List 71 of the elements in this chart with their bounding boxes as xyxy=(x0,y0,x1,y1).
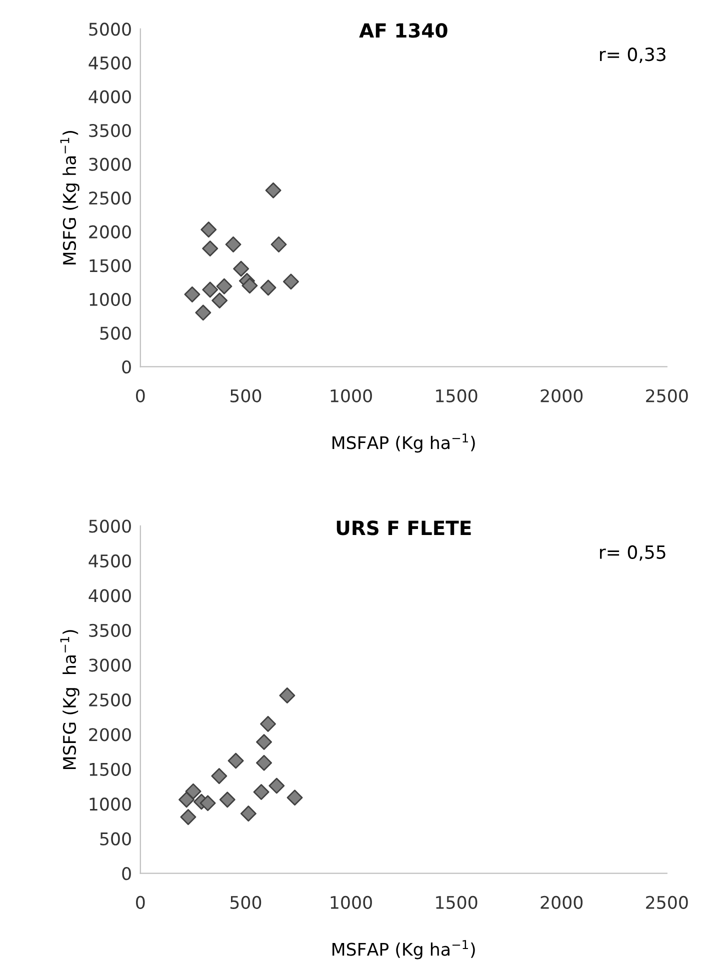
point xyxy=(233,260,250,277)
point xyxy=(185,783,202,800)
x-tick-label: 500 xyxy=(230,389,262,402)
x-tick-label: 2500 xyxy=(646,389,688,402)
point xyxy=(270,236,287,252)
point xyxy=(253,784,270,800)
point xyxy=(283,274,299,290)
point xyxy=(256,754,272,771)
y-tick-label: 0 xyxy=(122,867,131,880)
y-tick-label: 500 xyxy=(100,326,131,340)
x-tick-label: 1500 xyxy=(436,389,478,402)
point xyxy=(180,809,196,826)
point xyxy=(265,182,282,198)
y-tick-label: 3500 xyxy=(89,124,131,138)
chart-title: AF 1340 xyxy=(359,23,448,38)
y-tick-label: 5000 xyxy=(89,520,131,533)
y-tick-label: 2000 xyxy=(89,225,131,238)
x-tick-label: 2000 xyxy=(540,896,583,909)
point xyxy=(211,768,228,784)
y-axis-title: MSFG (Kg ha$^{−1}$) xyxy=(60,630,80,770)
point xyxy=(202,282,218,298)
point xyxy=(242,278,258,294)
point xyxy=(256,734,272,750)
point xyxy=(260,716,276,732)
x-tick-label: 500 xyxy=(230,896,262,909)
point xyxy=(184,286,200,302)
x-axis-title: MSFAP (Kg ha$^{−1}$) xyxy=(332,434,475,453)
point xyxy=(225,236,242,252)
point xyxy=(240,806,256,822)
x-tick-label: 1000 xyxy=(330,389,372,402)
point xyxy=(228,752,244,769)
y-tick-label: 1000 xyxy=(90,292,131,306)
point xyxy=(178,792,194,808)
point xyxy=(200,795,216,812)
x-tick-label: 1500 xyxy=(436,896,478,909)
x-tick-label: 0 xyxy=(136,896,145,909)
point xyxy=(200,222,217,238)
point xyxy=(279,687,296,704)
y-axis-title: MSFG (Kg ha$^{−1}$) xyxy=(60,131,80,264)
point xyxy=(212,292,228,308)
y-tick-label: 3000 xyxy=(89,158,131,171)
y-tick-label: 4500 xyxy=(88,56,131,70)
y-tick-label: 2000 xyxy=(89,728,131,742)
point xyxy=(268,778,285,794)
point xyxy=(202,240,218,256)
annotation: r= 0,33 xyxy=(600,48,666,64)
x-tick-label: 2500 xyxy=(646,896,688,909)
point xyxy=(216,278,232,294)
point xyxy=(286,790,303,806)
y-tick-label: 1500 xyxy=(90,259,131,272)
point xyxy=(219,792,236,808)
x-tick-label: 0 xyxy=(136,389,145,402)
y-tick-label: 5000 xyxy=(89,22,131,36)
y-tick-label: 4000 xyxy=(88,589,131,602)
x-tick-label: 1000 xyxy=(330,896,372,909)
y-tick-label: 3000 xyxy=(89,658,131,672)
annotation: r= 0,55 xyxy=(600,545,666,561)
y-tick-label: 0 xyxy=(122,360,131,374)
chart-title: URS F FLETE xyxy=(336,520,471,536)
x-axis-title: MSFAP (Kg ha$^{−1}$) xyxy=(332,940,475,960)
y-tick-label: 1500 xyxy=(90,762,131,776)
point xyxy=(195,304,212,321)
y-tick-label: 1000 xyxy=(90,798,131,811)
y-tick-label: 2500 xyxy=(89,192,131,205)
x-tick-label: 2000 xyxy=(540,389,583,402)
y-tick-label: 2500 xyxy=(89,693,131,706)
y-tick-label: 4000 xyxy=(88,90,131,104)
y-tick-label: 4500 xyxy=(88,554,131,568)
y-tick-label: 3500 xyxy=(89,624,131,637)
y-tick-label: 500 xyxy=(100,832,131,846)
point xyxy=(260,280,276,296)
